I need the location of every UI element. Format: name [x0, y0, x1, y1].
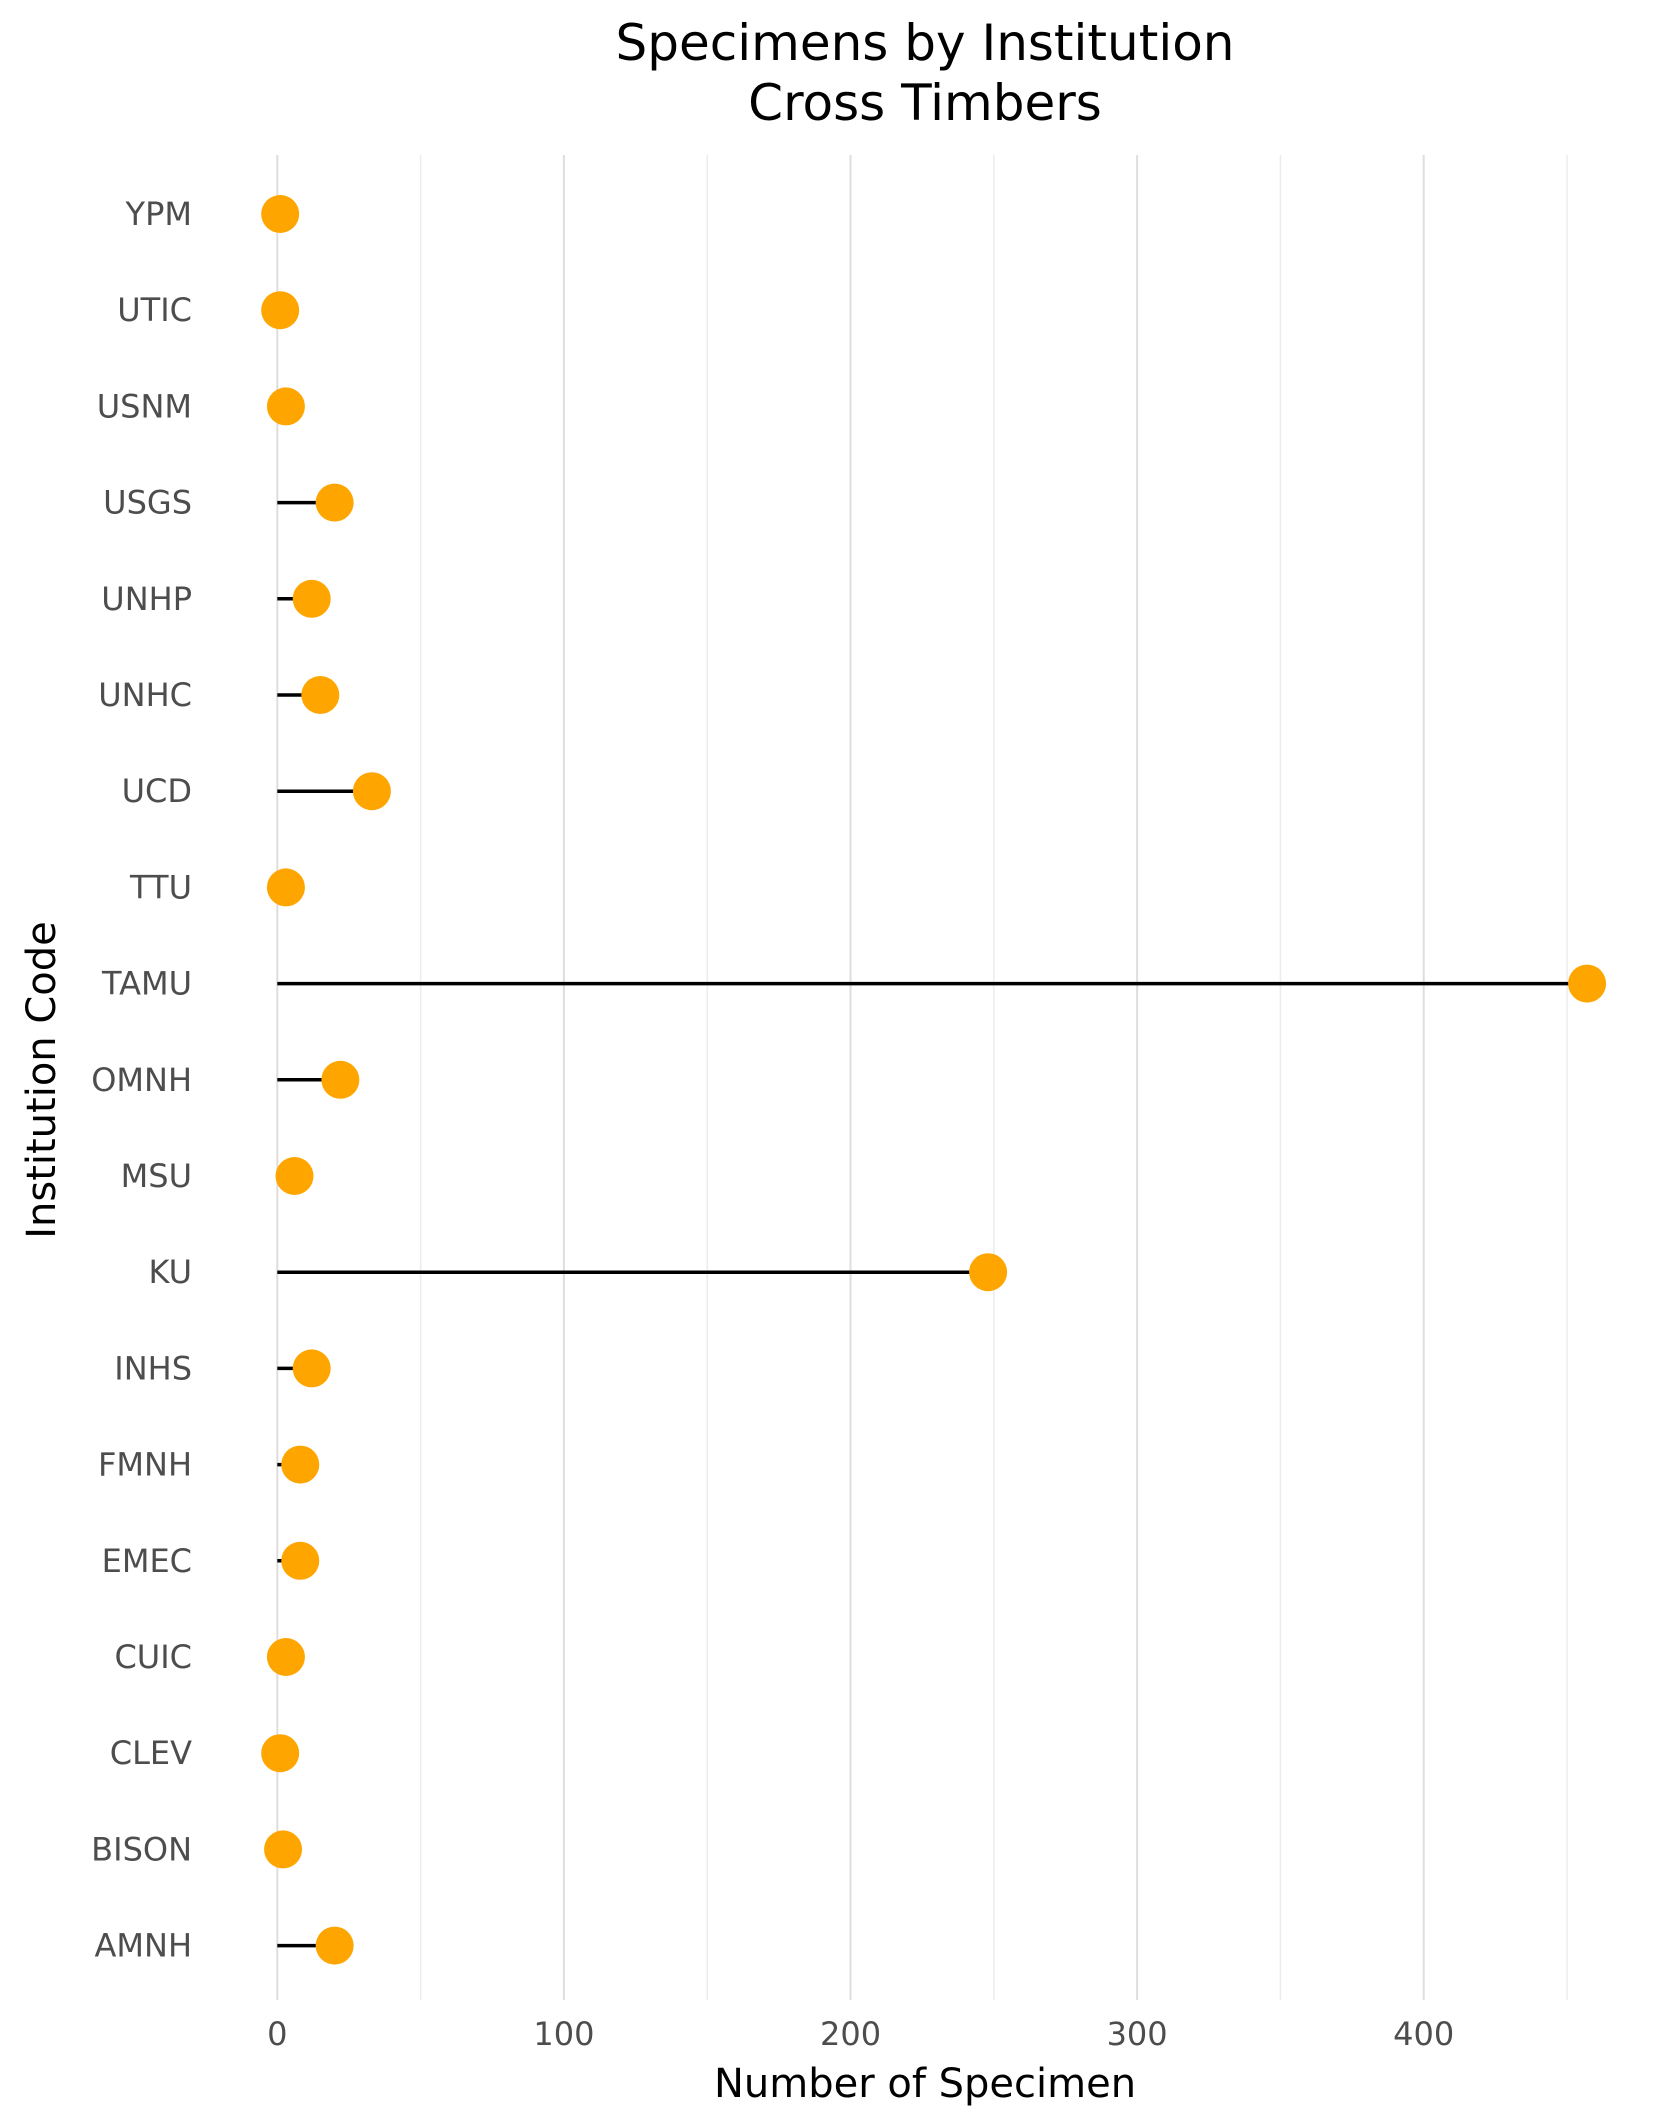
y-tick-label-emec: EMEC	[102, 1542, 192, 1580]
point-emec	[281, 1541, 320, 1580]
x-axis-title: Number of Specimen	[714, 2061, 1136, 2107]
y-tick-label-ttu: TTU	[129, 868, 192, 906]
y-tick-label-tamu: TAMU	[101, 965, 192, 1003]
x-tick-label-200: 200	[820, 2015, 881, 2053]
y-tick-label-ypm: YPM	[125, 195, 192, 233]
y-axis-title: Institution Code	[19, 921, 65, 1239]
point-utic	[261, 291, 300, 330]
y-tick-label-cuic: CUIC	[114, 1638, 192, 1676]
point-ttu	[266, 868, 305, 907]
y-tick-label-fmnh: FMNH	[98, 1446, 192, 1484]
point-unhp	[292, 579, 331, 618]
y-tick-label-ku: KU	[148, 1253, 192, 1291]
point-amnh	[315, 1926, 354, 1965]
x-tick-label-300: 300	[1107, 2015, 1168, 2053]
point-inhs	[292, 1349, 331, 1388]
y-tick-label-usgs: USGS	[103, 484, 192, 522]
chart-subtitle: Cross Timbers	[748, 74, 1102, 132]
y-tick-label-usnm: USNM	[97, 387, 192, 425]
point-usnm	[266, 387, 305, 426]
x-tick-labels: 0 100 200 300 400	[267, 2015, 1454, 2053]
y-tick-labels: YPM UTIC USNM USGS UNHP UNHC UCD TTU TAMU OMNH MSU…	[91, 195, 192, 1965]
y-tick-label-unhc: UNHC	[98, 676, 192, 714]
y-tick-label-bison: BISON	[91, 1830, 192, 1868]
point-usgs	[315, 483, 354, 522]
point-bison	[264, 1830, 303, 1869]
point-ucd	[352, 772, 391, 811]
point-tamu	[1568, 964, 1607, 1003]
lollipop-stems	[277, 212, 1588, 1948]
point-omnh	[321, 1060, 360, 1099]
point-fmnh	[281, 1445, 320, 1484]
y-tick-label-amnh: AMNH	[95, 1927, 193, 1965]
y-tick-label-unhp: UNHP	[101, 580, 192, 618]
chart-title: Specimens by Institution	[616, 14, 1235, 72]
point-ypm	[261, 195, 300, 233]
y-tick-label-omnh: OMNH	[91, 1061, 192, 1099]
lollipop-points	[261, 195, 1607, 1965]
y-tick-label-utic: UTIC	[117, 291, 192, 329]
point-unhc	[301, 676, 340, 714]
y-tick-label-ucd: UCD	[122, 772, 192, 810]
y-tick-label-msu: MSU	[121, 1157, 192, 1195]
point-msu	[275, 1157, 314, 1195]
x-tick-label-100: 100	[533, 2015, 594, 2053]
grid-lines	[276, 155, 1568, 2000]
x-tick-label-0: 0	[267, 2015, 287, 2053]
x-tick-label-400: 400	[1393, 2015, 1454, 2053]
y-tick-label-inhs: INHS	[114, 1349, 192, 1387]
point-cuic	[266, 1638, 305, 1676]
point-ku	[969, 1253, 1008, 1292]
point-clev	[261, 1734, 300, 1773]
y-tick-label-clev: CLEV	[110, 1734, 192, 1772]
